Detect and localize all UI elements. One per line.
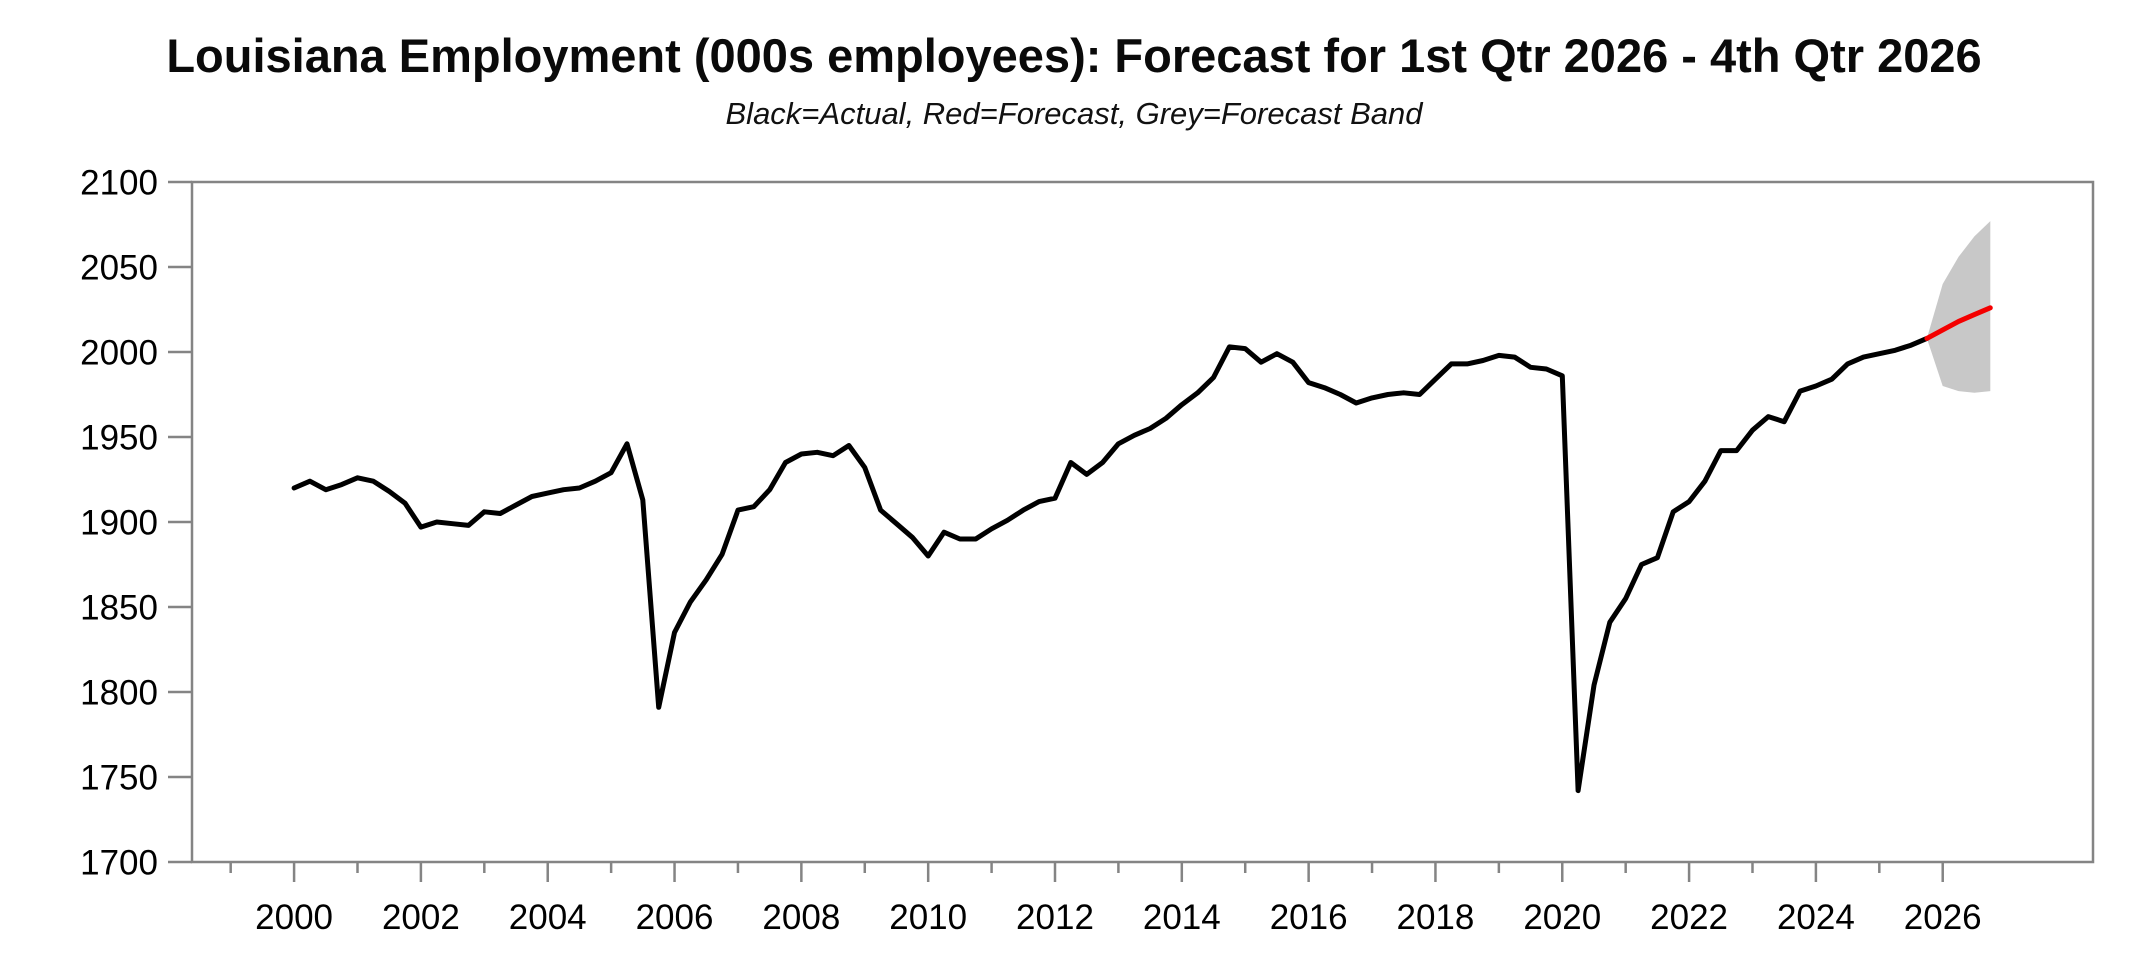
x-tick-label: 2002 xyxy=(382,898,460,937)
y-tick-label: 1900 xyxy=(80,503,158,542)
y-tick-label: 1950 xyxy=(80,418,158,457)
y-tick-label: 1700 xyxy=(80,843,158,882)
y-tick-label: 2050 xyxy=(80,248,158,287)
x-tick-label: 2018 xyxy=(1397,898,1475,937)
y-tick-label: 1800 xyxy=(80,673,158,712)
x-tick-label: 2006 xyxy=(636,898,714,937)
y-tick-label: 2100 xyxy=(80,163,158,202)
chart-title: Louisiana Employment (000s employees): F… xyxy=(166,29,1982,82)
x-tick-label: 2022 xyxy=(1650,898,1728,937)
x-tick-label: 2004 xyxy=(509,898,587,937)
x-tick-label: 2016 xyxy=(1270,898,1348,937)
actual-line xyxy=(291,335,1930,794)
plot-border xyxy=(190,180,2095,864)
x-tick-label: 2012 xyxy=(1016,898,1094,937)
forecast-line xyxy=(1924,305,1993,341)
x-tick-label: 2010 xyxy=(889,898,967,937)
x-tick-label: 2008 xyxy=(762,898,840,937)
x-tick-label: 2000 xyxy=(255,898,333,937)
forecast-band xyxy=(1926,221,1991,393)
x-tick-label: 2014 xyxy=(1143,898,1221,937)
x-tick-label: 2024 xyxy=(1777,898,1855,937)
y-tick-label: 2000 xyxy=(80,333,158,372)
x-tick-label: 2026 xyxy=(1904,898,1982,937)
y-tick-label: 1850 xyxy=(80,588,158,627)
x-tick-label: 2020 xyxy=(1523,898,1601,937)
chart-subtitle: Black=Actual, Red=Forecast, Grey=Forecas… xyxy=(725,96,1423,131)
y-tick-label: 1750 xyxy=(80,758,158,797)
